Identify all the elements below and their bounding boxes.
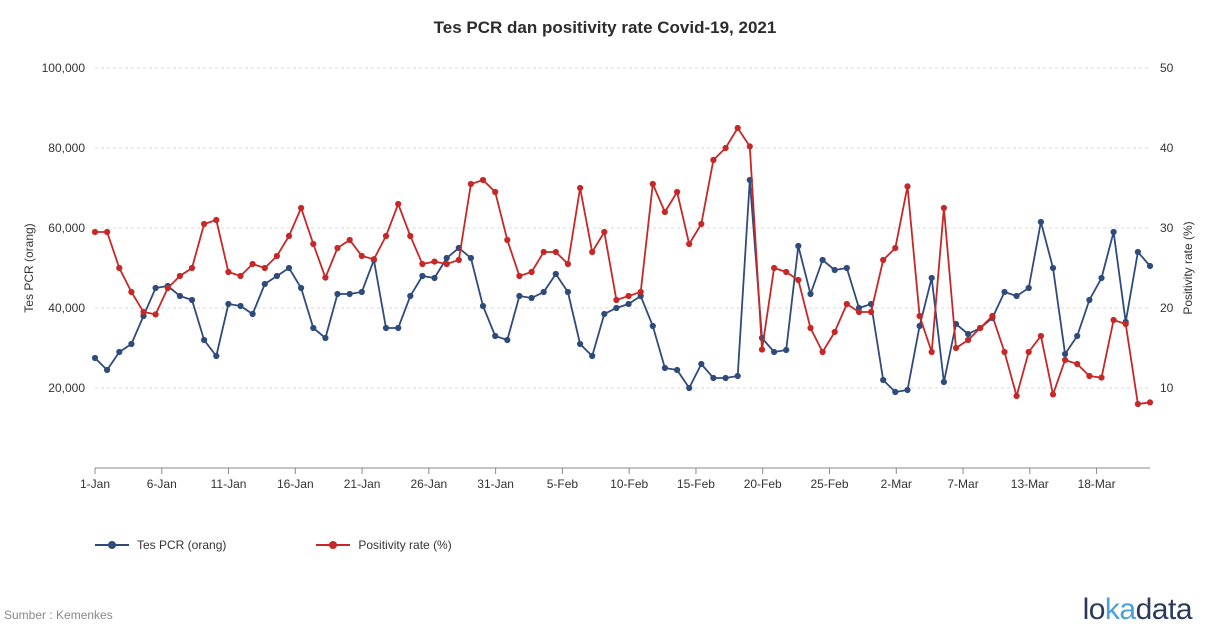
svg-text:2-Mar: 2-Mar <box>881 477 912 491</box>
svg-text:13-Mar: 13-Mar <box>1011 477 1049 491</box>
svg-text:11-Jan: 11-Jan <box>211 477 247 491</box>
svg-text:7-Mar: 7-Mar <box>947 477 978 491</box>
svg-text:10-Feb: 10-Feb <box>610 477 648 491</box>
svg-text:20: 20 <box>1160 301 1174 315</box>
svg-text:10: 10 <box>1160 381 1174 395</box>
svg-text:40: 40 <box>1160 141 1174 155</box>
svg-text:5-Feb: 5-Feb <box>547 477 579 491</box>
svg-text:20,000: 20,000 <box>48 381 85 395</box>
legend: Tes PCR (orang) Positivity rate (%) <box>95 538 452 552</box>
svg-text:1-Jan: 1-Jan <box>80 477 110 491</box>
svg-text:100,000: 100,000 <box>42 61 86 75</box>
svg-text:6-Jan: 6-Jan <box>147 477 177 491</box>
legend-item-tes-pcr: Tes PCR (orang) <box>95 538 226 552</box>
legend-label: Tes PCR (orang) <box>137 538 226 552</box>
legend-swatch-icon <box>95 540 129 550</box>
svg-text:50: 50 <box>1160 61 1174 75</box>
brand-logo: lokadata <box>1083 593 1192 627</box>
legend-label: Positivity rate (%) <box>358 538 451 552</box>
brand-part: lo <box>1083 593 1105 626</box>
svg-text:26-Jan: 26-Jan <box>411 477 448 491</box>
svg-text:30: 30 <box>1160 221 1174 235</box>
legend-swatch-icon <box>316 540 350 550</box>
svg-text:80,000: 80,000 <box>48 141 85 155</box>
svg-text:15-Feb: 15-Feb <box>677 477 715 491</box>
svg-text:40,000: 40,000 <box>48 301 85 315</box>
svg-text:18-Mar: 18-Mar <box>1078 477 1116 491</box>
brand-part: ka <box>1105 593 1136 626</box>
svg-text:25-Feb: 25-Feb <box>810 477 848 491</box>
chart-svg: 1-Jan 6-Jan 11-Jan 16-Jan 21-Jan 26-Jan 31-Jan… <box>0 38 1210 558</box>
chart-title: Tes PCR dan positivity rate Covid-19, 20… <box>0 0 1210 38</box>
svg-text:Positivity rate (%): Positivity rate (%) <box>1181 221 1195 314</box>
source-attribution: Sumber : Kemenkes <box>4 608 113 622</box>
svg-text:31-Jan: 31-Jan <box>477 477 514 491</box>
brand-part: data <box>1136 593 1192 626</box>
svg-text:16-Jan: 16-Jan <box>277 477 314 491</box>
svg-text:20-Feb: 20-Feb <box>744 477 782 491</box>
svg-text:Tes PCR (orang): Tes PCR (orang) <box>22 223 36 312</box>
svg-text:60,000: 60,000 <box>48 221 85 235</box>
svg-text:21-Jan: 21-Jan <box>344 477 381 491</box>
legend-item-positivity: Positivity rate (%) <box>316 538 451 552</box>
chart-container: 1-Jan 6-Jan 11-Jan 16-Jan 21-Jan 26-Jan 31-Jan… <box>0 38 1210 558</box>
